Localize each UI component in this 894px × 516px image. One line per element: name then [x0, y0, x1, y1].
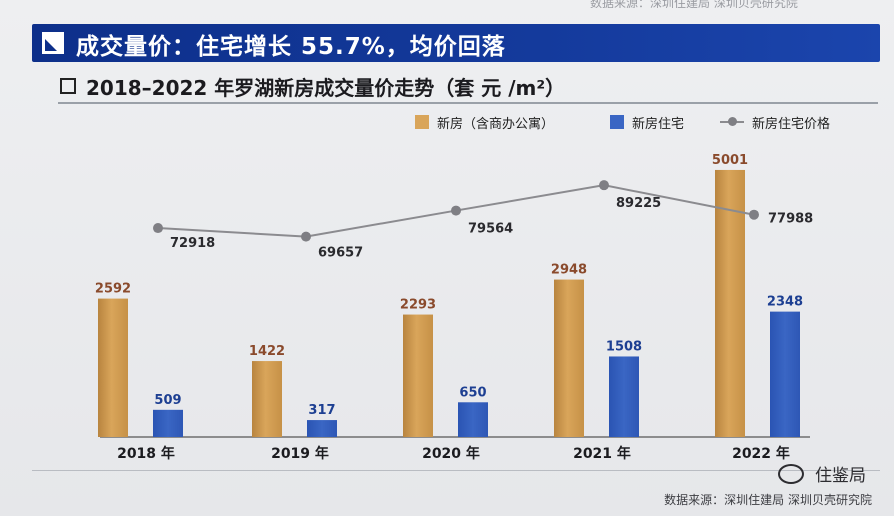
legend-swatch-residential: [610, 115, 624, 129]
legend-label-new-house: 新房（含商办公寓）: [437, 117, 555, 132]
header-fragment: 数据来源：深圳住建局 深圳贝壳研究院: [590, 0, 798, 8]
price-point: [301, 231, 311, 242]
price-point: [749, 209, 759, 220]
data-label-residential: 317: [308, 403, 335, 418]
bar-new-house: [715, 169, 745, 437]
x-tick-label: 2020 年: [422, 445, 480, 462]
legend-swatch-new-house: [415, 115, 429, 129]
price-point: [451, 205, 461, 216]
x-tick-label: 2018 年: [117, 445, 175, 462]
bar-residential: [307, 420, 337, 437]
title-divider: [58, 102, 878, 104]
line-chart-icon: [60, 78, 76, 94]
banner-title: 成交量价：住宅增长 55.7%，均价回落: [76, 34, 506, 60]
chat-bubble-icon: [777, 464, 804, 484]
chart-title: 2018–2022 年罗湖新房成交量价走势（套 元 /m²）: [86, 76, 566, 100]
data-label-new-house: 5001: [712, 153, 748, 168]
source-note: 数据来源：深圳住建局 深圳贝壳研究院: [664, 493, 872, 507]
watermark-text: 住鉴局: [815, 466, 866, 486]
data-label-residential: 1508: [606, 339, 642, 354]
data-label-price: 77988: [768, 212, 813, 227]
data-label-new-house: 2592: [95, 282, 131, 297]
corner-arrow-icon: [42, 32, 64, 54]
data-label-price: 69657: [318, 246, 363, 261]
bottom-divider: [32, 470, 880, 471]
price-point: [153, 223, 163, 234]
section-banner: 成交量价：住宅增长 55.7%，均价回落: [32, 24, 880, 62]
x-tick-label: 2019 年: [271, 445, 329, 462]
bar-residential: [153, 409, 183, 437]
x-tick-label: 2022 年: [732, 445, 790, 462]
bar-new-house: [554, 279, 584, 437]
bar-new-house: [98, 298, 128, 437]
data-label-residential: 650: [459, 385, 486, 400]
data-label-residential: 509: [154, 393, 181, 408]
data-label-price: 89225: [616, 196, 661, 211]
data-label-price: 72918: [170, 236, 215, 251]
data-label-new-house: 1422: [249, 344, 285, 359]
price-point: [599, 180, 609, 191]
watermark: 住鉴局: [777, 461, 866, 486]
data-label-new-house: 2293: [400, 298, 436, 313]
data-label-new-house: 2948: [551, 263, 587, 278]
legend-dot-price: [728, 117, 737, 126]
data-label-price: 79564: [468, 222, 513, 237]
bar-residential: [770, 311, 800, 437]
bar-new-house: [403, 314, 433, 437]
legend-label-price: 新房住宅价格: [752, 117, 831, 132]
data-label-residential: 2348: [767, 295, 803, 310]
legend-label-residential: 新房住宅: [632, 117, 685, 132]
bar-residential: [609, 356, 639, 437]
bar-residential: [458, 402, 488, 437]
x-tick-label: 2021 年: [573, 445, 631, 462]
bar-new-house: [252, 361, 282, 437]
